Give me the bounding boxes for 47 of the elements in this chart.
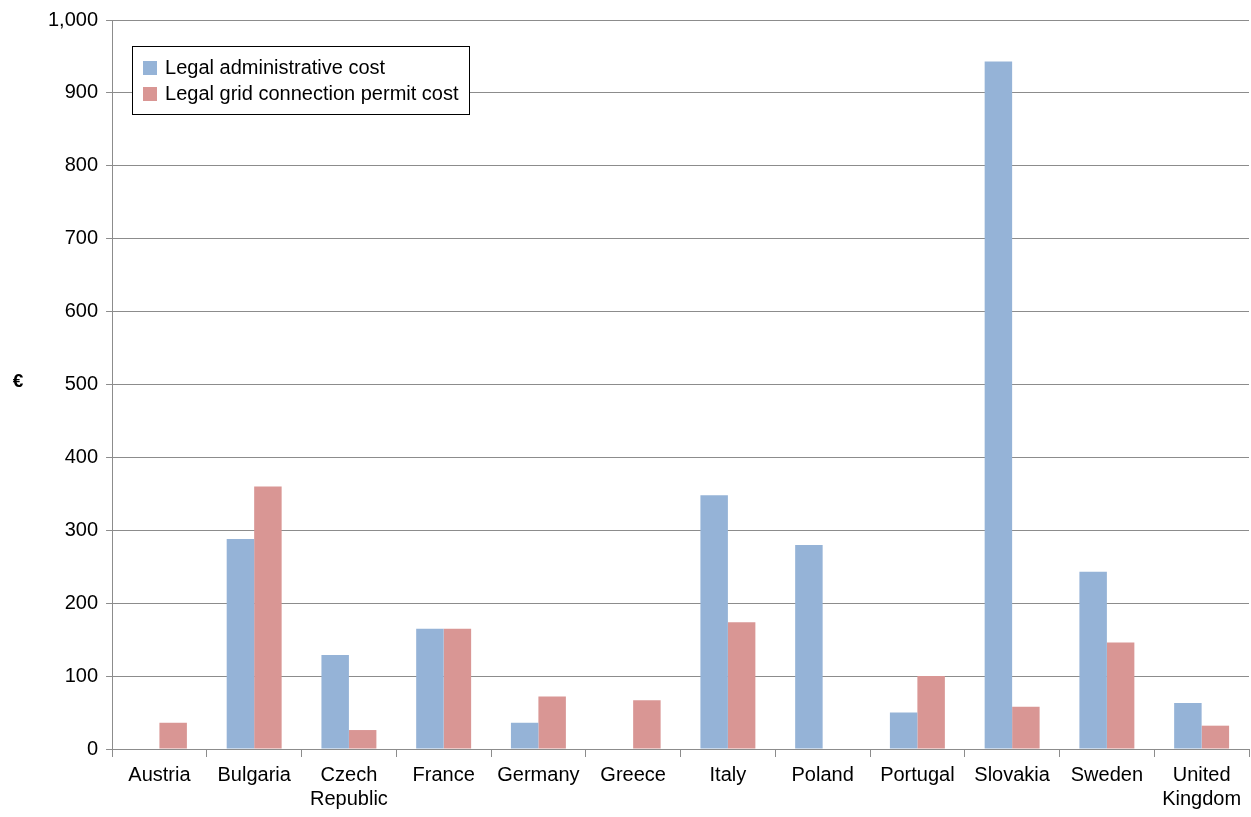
bar <box>443 628 472 749</box>
bar <box>1174 703 1202 749</box>
bar <box>254 486 282 749</box>
y-tick-label: 300 <box>64 517 99 540</box>
y-tick-label: 800 <box>64 153 99 176</box>
x-tick-label: Germany <box>497 762 580 785</box>
bar <box>159 722 187 749</box>
y-tick-label: 0 <box>86 736 99 759</box>
legend-label: Legal administrative cost <box>165 56 386 79</box>
bar <box>1106 642 1135 749</box>
x-tick-label: Slovakia <box>974 762 1051 785</box>
legend-label: Legal grid connection permit cost <box>165 82 459 105</box>
x-tick-label: Czech Republic <box>310 762 388 809</box>
x-tick-label: Sweden <box>1070 762 1144 785</box>
bar <box>1012 706 1040 749</box>
x-tick-label: Italy <box>709 762 747 785</box>
bar <box>889 712 918 749</box>
y-tick-label: 500 <box>64 372 99 395</box>
y-tick-label: 400 <box>64 444 99 467</box>
y-tick-label: 1,000 <box>47 7 99 30</box>
bar <box>1201 725 1230 749</box>
bar <box>727 622 756 749</box>
y-tick-label: 100 <box>64 663 99 686</box>
y-tick-label: 700 <box>64 226 99 249</box>
x-tick-label: Bulgaria <box>217 762 292 785</box>
y-axis-title: € <box>11 370 25 392</box>
bar <box>633 700 661 749</box>
bar <box>700 495 728 749</box>
y-tick-label: 200 <box>64 590 99 613</box>
x-tick-label: Greece <box>600 762 666 785</box>
x-tick-label: United Kingdom <box>1162 762 1242 809</box>
bar <box>1079 571 1107 749</box>
bar <box>510 722 539 749</box>
bar <box>984 61 1013 749</box>
bar <box>226 539 255 749</box>
x-tick-label: Portugal <box>880 762 955 785</box>
x-tick-label: Poland <box>791 762 854 785</box>
bar <box>917 676 945 749</box>
x-tick-label: France <box>412 762 475 785</box>
bar <box>795 544 823 749</box>
bar <box>416 628 444 749</box>
y-tick-label: 600 <box>64 299 99 322</box>
bar <box>538 696 566 749</box>
y-tick-label: 900 <box>64 80 99 103</box>
bar <box>321 654 349 749</box>
bar <box>348 730 377 749</box>
x-tick-label: Austria <box>128 762 192 785</box>
